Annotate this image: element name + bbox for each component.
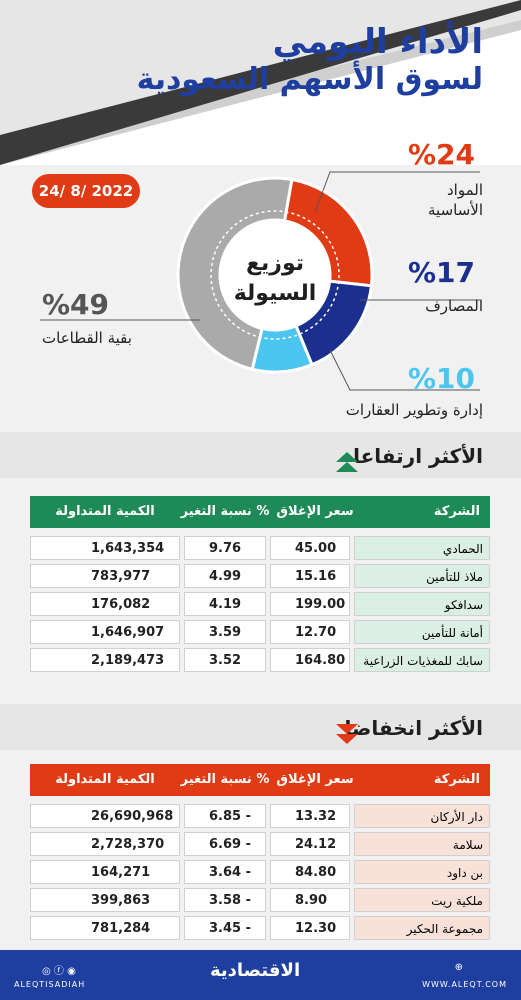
footer-logo: الاقتصادية — [210, 960, 301, 981]
segment-pct-banks: %17 — [408, 256, 476, 289]
cell-company: ملاذ للتأمين — [354, 564, 490, 588]
footer-site[interactable]: WWW.ALEQT.COM — [422, 980, 507, 989]
segment-label-materials-2: الأساسية — [428, 201, 483, 219]
cell-volume: 781,284 — [30, 916, 180, 940]
cell-change: 3.45 - — [184, 916, 266, 940]
cell-change: 9.76 — [184, 536, 266, 560]
col-change: نسبة التغير % — [180, 772, 270, 787]
donut-center-line1: توزيع — [246, 251, 304, 276]
cell-volume: 164,271 — [30, 860, 180, 884]
losers-table: الشركة سعر الإغلاق نسبة التغير % الكمية … — [30, 764, 490, 944]
segment-label-others: بقية القطاعات — [42, 329, 132, 347]
col-volume: الكمية المتداولة — [55, 772, 155, 787]
connector-lines — [40, 171, 480, 391]
table-row: مجموعة الحكير 12.30 3.45 -781,284 — [30, 916, 490, 940]
cell-change: 6.85 - — [184, 804, 266, 828]
col-company: الشركة — [433, 504, 480, 519]
donut-dotted-ring — [210, 210, 340, 340]
donut-center-line2: السيولة — [234, 281, 317, 306]
cell-close: 84.80 — [270, 860, 350, 884]
cell-company: ملكية ريت — [354, 888, 490, 912]
instagram-icon[interactable]: ◎ — [42, 966, 51, 977]
cell-company: مجموعة الحكير — [354, 916, 490, 940]
footer-handle[interactable]: ALEQTISADIAH — [14, 980, 86, 989]
donut-center — [220, 220, 330, 330]
col-change: نسبة التغير % — [180, 504, 270, 519]
cell-company: أمانة للتأمين — [354, 620, 490, 644]
cell-company: سدافكو — [354, 592, 490, 616]
cell-change: 6.69 - — [184, 832, 266, 856]
gainers-header-band — [0, 432, 521, 478]
cell-close: 45.00 — [270, 536, 350, 560]
date-badge: 24/ 8/ 2022 — [32, 174, 140, 208]
cell-volume: 2,728,370 — [30, 832, 180, 856]
table-row: سدافكو 199.00 4.19 176,082 — [30, 592, 490, 616]
liquidity-donut-chart: توزيع السيولة — [176, 176, 374, 374]
cell-close: 199.00 — [270, 592, 350, 616]
cell-change: 3.58 - — [184, 888, 266, 912]
col-volume: الكمية المتداولة — [55, 504, 155, 519]
table-row: الحمادي 45.00 9.76 1,643,354 — [30, 536, 490, 560]
cell-close: 12.70 — [270, 620, 350, 644]
segment-label-materials-1: المواد — [446, 181, 483, 199]
cell-volume: 1,646,907 — [30, 620, 180, 644]
cell-company: الحمادي — [354, 536, 490, 560]
col-company: الشركة — [433, 772, 480, 787]
col-close: سعر الإغلاق — [276, 504, 354, 519]
cell-close: 24.12 — [270, 832, 350, 856]
segment-pct-others: %49 — [42, 288, 110, 321]
losers-table-header: الشركة سعر الإغلاق نسبة التغير % الكمية … — [30, 764, 490, 796]
segment-pct-materials: %24 — [408, 138, 476, 171]
segment-label-banks: المصارف — [425, 297, 483, 315]
up-arrow-icon — [336, 452, 358, 472]
cell-volume: 399,863 — [30, 888, 180, 912]
table-row: ملكية ريت 8.90 3.58 -399,863 — [30, 888, 490, 912]
cell-volume: 26,690,968 — [30, 804, 180, 828]
cell-close: 12.30 — [270, 916, 350, 940]
losers-title: الأكثر انخفاضا — [344, 716, 483, 740]
facebook-icon[interactable]: ⓕ — [53, 966, 64, 977]
gainers-title: الأكثر ارتفاعا — [353, 444, 483, 468]
table-row: أمانة للتأمين 12.70 3.59 1,646,907 — [30, 620, 490, 644]
down-arrow-icon — [336, 724, 358, 744]
table-row: ملاذ للتأمين 15.16 4.99 783,977 — [30, 564, 490, 588]
segment-pct-realestate: %10 — [408, 362, 476, 395]
cell-company: سابك للمغذيات الزراعية — [354, 648, 490, 672]
cell-change: 4.99 — [184, 564, 266, 588]
cell-change: 3.59 — [184, 620, 266, 644]
cell-volume: 783,977 — [30, 564, 180, 588]
cell-volume: 176,082 — [30, 592, 180, 616]
header-shade — [0, 0, 521, 165]
cell-close: 8.90 — [270, 888, 350, 912]
cell-change: 4.19 — [184, 592, 266, 616]
table-row: سابك للمغذيات الزراعية 164.80 3.52 2,189,47… — [30, 648, 490, 672]
cell-company: بن داود — [354, 860, 490, 884]
cell-change: 3.64 - — [184, 860, 266, 884]
cell-company: دار الأركان — [354, 804, 490, 828]
globe-icon: ⊕ — [454, 962, 463, 973]
cell-close: 15.16 — [270, 564, 350, 588]
col-close: سعر الإغلاق — [276, 772, 354, 787]
cell-volume: 1,643,354 — [30, 536, 180, 560]
gainers-table-header: الشركة سعر الإغلاق نسبة التغير % الكمية … — [30, 496, 490, 528]
footer: ◎ ⓕ ◉ ALEQTISADIAH الاقتصادية ⊕ WWW.ALEQ… — [0, 950, 521, 1000]
cell-close: 13.32 — [270, 804, 350, 828]
page-subtitle: لسوق الأسهم السعودية — [136, 62, 483, 97]
page-title: الأداء اليومي — [272, 22, 483, 62]
cell-change: 3.52 — [184, 648, 266, 672]
table-row: بن داود 84.80 3.64 -164,271 — [30, 860, 490, 884]
social-icons: ◎ ⓕ ◉ — [42, 962, 76, 977]
table-row: سلامة 24.12 6.69 -2,728,370 — [30, 832, 490, 856]
gainers-table: الشركة سعر الإغلاق نسبة التغير % الكمية … — [30, 496, 490, 676]
cell-volume: 2,189,473 — [30, 648, 180, 672]
cell-close: 164.80 — [270, 648, 350, 672]
twitter-icon[interactable]: ◉ — [67, 966, 76, 977]
losers-header-band — [0, 704, 521, 750]
header: الأداء اليومي لسوق الأسهم السعودية — [0, 0, 521, 165]
cell-company: سلامة — [354, 832, 490, 856]
segment-label-realestate: إدارة وتطوير العقارات — [345, 401, 483, 419]
table-row: دار الأركان 13.32 6.85 -26,690,968 — [30, 804, 490, 828]
